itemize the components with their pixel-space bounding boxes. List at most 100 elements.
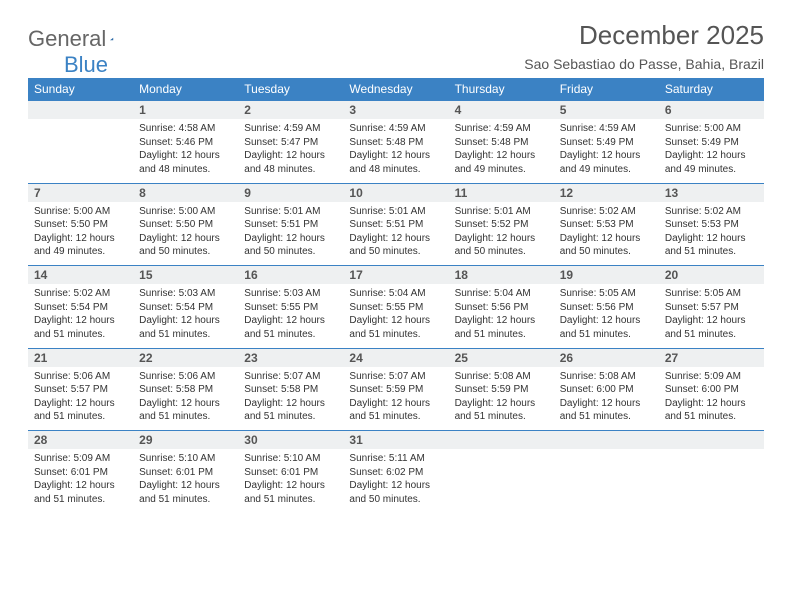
- day-info-cell: Sunrise: 5:08 AMSunset: 6:00 PMDaylight:…: [554, 367, 659, 431]
- sunrise-text: Sunrise: 5:05 AM: [560, 287, 653, 301]
- sunset-text: Sunset: 5:54 PM: [139, 301, 232, 315]
- day2-text: and 48 minutes.: [244, 163, 337, 177]
- day-info-cell: Sunrise: 4:59 AMSunset: 5:49 PMDaylight:…: [554, 119, 659, 183]
- day1-text: Daylight: 12 hours: [560, 314, 653, 328]
- sunset-text: Sunset: 5:59 PM: [349, 383, 442, 397]
- sunrise-text: Sunrise: 4:58 AM: [139, 122, 232, 136]
- sunrise-text: Sunrise: 5:03 AM: [139, 287, 232, 301]
- sunset-text: Sunset: 5:50 PM: [34, 218, 127, 232]
- sunrise-text: Sunrise: 5:11 AM: [349, 452, 442, 466]
- day1-text: Daylight: 12 hours: [349, 149, 442, 163]
- day1-text: Daylight: 12 hours: [34, 314, 127, 328]
- day1-text: Daylight: 12 hours: [34, 479, 127, 493]
- day-number-cell: 27: [659, 348, 764, 367]
- sunrise-text: Sunrise: 4:59 AM: [349, 122, 442, 136]
- sunrise-text: Sunrise: 5:08 AM: [560, 370, 653, 384]
- sunset-text: Sunset: 5:57 PM: [665, 301, 758, 315]
- day1-text: Daylight: 12 hours: [244, 314, 337, 328]
- day2-text: and 49 minutes.: [34, 245, 127, 259]
- day2-text: and 51 minutes.: [244, 410, 337, 424]
- day-number-cell: 1: [133, 101, 238, 120]
- day-info-cell: [449, 449, 554, 513]
- day-number-cell: 23: [238, 348, 343, 367]
- sunrise-text: Sunrise: 5:10 AM: [244, 452, 337, 466]
- day-number-row: 123456: [28, 101, 764, 120]
- logo-text-1: General: [28, 26, 106, 52]
- sunrise-text: Sunrise: 4:59 AM: [455, 122, 548, 136]
- day-info-cell: Sunrise: 5:01 AMSunset: 5:51 PMDaylight:…: [343, 202, 448, 266]
- sunset-text: Sunset: 5:56 PM: [455, 301, 548, 315]
- day2-text: and 51 minutes.: [34, 410, 127, 424]
- day2-text: and 51 minutes.: [560, 410, 653, 424]
- weekday-header: Thursday: [449, 78, 554, 101]
- day1-text: Daylight: 12 hours: [244, 397, 337, 411]
- day-number-cell: 17: [343, 266, 448, 285]
- sunrise-text: Sunrise: 5:01 AM: [244, 205, 337, 219]
- day2-text: and 51 minutes.: [244, 328, 337, 342]
- day2-text: and 51 minutes.: [665, 245, 758, 259]
- day-info-cell: Sunrise: 5:04 AMSunset: 5:55 PMDaylight:…: [343, 284, 448, 348]
- day-number-cell: 7: [28, 183, 133, 202]
- sunrise-text: Sunrise: 4:59 AM: [560, 122, 653, 136]
- day-number-cell: [449, 431, 554, 450]
- sunset-text: Sunset: 5:51 PM: [349, 218, 442, 232]
- sunrise-text: Sunrise: 5:07 AM: [244, 370, 337, 384]
- day2-text: and 49 minutes.: [665, 163, 758, 177]
- day2-text: and 50 minutes.: [244, 245, 337, 259]
- day-info-cell: Sunrise: 5:01 AMSunset: 5:51 PMDaylight:…: [238, 202, 343, 266]
- logo: General: [28, 20, 132, 52]
- weekday-header: Friday: [554, 78, 659, 101]
- sunrise-text: Sunrise: 5:02 AM: [665, 205, 758, 219]
- day2-text: and 50 minutes.: [455, 245, 548, 259]
- day2-text: and 51 minutes.: [139, 328, 232, 342]
- day-info-cell: Sunrise: 5:03 AMSunset: 5:54 PMDaylight:…: [133, 284, 238, 348]
- day-number-cell: 30: [238, 431, 343, 450]
- day-info-cell: Sunrise: 5:04 AMSunset: 5:56 PMDaylight:…: [449, 284, 554, 348]
- logo-text-2: Blue: [64, 52, 108, 78]
- logo-triangle-icon: [110, 31, 113, 47]
- sunset-text: Sunset: 5:55 PM: [349, 301, 442, 315]
- sunset-text: Sunset: 6:00 PM: [665, 383, 758, 397]
- sunset-text: Sunset: 5:48 PM: [349, 136, 442, 150]
- day-info-cell: Sunrise: 5:07 AMSunset: 5:58 PMDaylight:…: [238, 367, 343, 431]
- day-info-cell: Sunrise: 5:06 AMSunset: 5:58 PMDaylight:…: [133, 367, 238, 431]
- day-number-cell: 20: [659, 266, 764, 285]
- day-number-cell: 24: [343, 348, 448, 367]
- sunset-text: Sunset: 5:53 PM: [560, 218, 653, 232]
- sunset-text: Sunset: 5:49 PM: [560, 136, 653, 150]
- sunset-text: Sunset: 6:01 PM: [139, 466, 232, 480]
- sunset-text: Sunset: 5:56 PM: [560, 301, 653, 315]
- day-number-cell: 3: [343, 101, 448, 120]
- sunset-text: Sunset: 5:49 PM: [665, 136, 758, 150]
- day-number-cell: 19: [554, 266, 659, 285]
- day-info-cell: Sunrise: 5:11 AMSunset: 6:02 PMDaylight:…: [343, 449, 448, 513]
- day-number-cell: 21: [28, 348, 133, 367]
- day-info-cell: Sunrise: 5:09 AMSunset: 6:00 PMDaylight:…: [659, 367, 764, 431]
- weekday-header: Monday: [133, 78, 238, 101]
- day1-text: Daylight: 12 hours: [665, 149, 758, 163]
- day2-text: and 48 minutes.: [349, 163, 442, 177]
- day2-text: and 51 minutes.: [349, 410, 442, 424]
- day1-text: Daylight: 12 hours: [349, 479, 442, 493]
- day2-text: and 48 minutes.: [139, 163, 232, 177]
- day-info-row: Sunrise: 5:06 AMSunset: 5:57 PMDaylight:…: [28, 367, 764, 431]
- day-info-cell: [659, 449, 764, 513]
- day1-text: Daylight: 12 hours: [665, 232, 758, 246]
- sunset-text: Sunset: 5:52 PM: [455, 218, 548, 232]
- day2-text: and 51 minutes.: [349, 328, 442, 342]
- day-number-cell: 6: [659, 101, 764, 120]
- sunset-text: Sunset: 6:00 PM: [560, 383, 653, 397]
- day2-text: and 51 minutes.: [455, 328, 548, 342]
- day2-text: and 50 minutes.: [139, 245, 232, 259]
- day-number-row: 28293031: [28, 431, 764, 450]
- day1-text: Daylight: 12 hours: [139, 479, 232, 493]
- day-number-cell: [28, 101, 133, 120]
- weekday-header: Tuesday: [238, 78, 343, 101]
- day1-text: Daylight: 12 hours: [665, 314, 758, 328]
- sunset-text: Sunset: 5:58 PM: [244, 383, 337, 397]
- day1-text: Daylight: 12 hours: [244, 232, 337, 246]
- weekday-header: Saturday: [659, 78, 764, 101]
- sunset-text: Sunset: 5:48 PM: [455, 136, 548, 150]
- day2-text: and 51 minutes.: [455, 410, 548, 424]
- weekday-header: Sunday: [28, 78, 133, 101]
